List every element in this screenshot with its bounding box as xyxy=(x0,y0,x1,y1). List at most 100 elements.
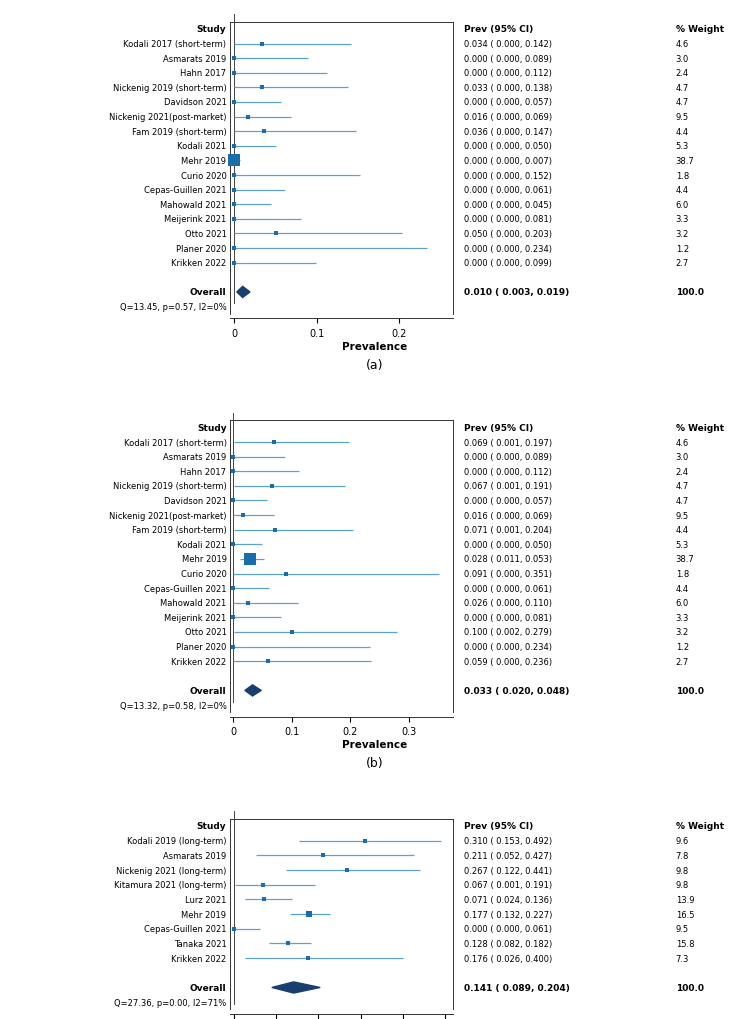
Text: Asmarats 2019: Asmarats 2019 xyxy=(164,55,226,63)
Text: 0.000 ( 0.000, 0.050): 0.000 ( 0.000, 0.050) xyxy=(464,540,552,549)
Text: Nickenig 2021 (long-term): Nickenig 2021 (long-term) xyxy=(116,866,226,874)
Text: 4.4: 4.4 xyxy=(676,526,688,535)
Text: 3.3: 3.3 xyxy=(676,613,689,623)
Text: Overall: Overall xyxy=(190,686,226,695)
Text: 9.5: 9.5 xyxy=(676,924,688,933)
Text: Mahowald 2021: Mahowald 2021 xyxy=(160,598,226,607)
Text: Study: Study xyxy=(196,424,226,432)
Text: Study: Study xyxy=(196,25,226,35)
Text: Fam 2019 (short-term): Fam 2019 (short-term) xyxy=(132,526,226,535)
Text: 6.0: 6.0 xyxy=(676,598,689,607)
Text: 38.7: 38.7 xyxy=(676,157,694,166)
Text: 0.016 ( 0.000, 0.069): 0.016 ( 0.000, 0.069) xyxy=(464,113,552,122)
Text: 0.100 ( 0.002, 0.279): 0.100 ( 0.002, 0.279) xyxy=(464,628,552,637)
Text: 7.8: 7.8 xyxy=(676,851,689,860)
Text: Tanaka 2021: Tanaka 2021 xyxy=(174,938,226,948)
Text: 0.000 ( 0.000, 0.057): 0.000 ( 0.000, 0.057) xyxy=(464,496,552,505)
Text: Otto 2021: Otto 2021 xyxy=(184,229,226,238)
Text: 0.016 ( 0.000, 0.069): 0.016 ( 0.000, 0.069) xyxy=(464,512,552,520)
Text: 0.000 ( 0.000, 0.061): 0.000 ( 0.000, 0.061) xyxy=(464,584,552,593)
Text: Overall: Overall xyxy=(190,288,226,298)
Text: 0.310 ( 0.153, 0.492): 0.310 ( 0.153, 0.492) xyxy=(464,837,552,846)
Text: 0.000 ( 0.000, 0.057): 0.000 ( 0.000, 0.057) xyxy=(464,99,552,107)
Text: 9.6: 9.6 xyxy=(676,837,689,846)
Text: 4.7: 4.7 xyxy=(676,84,689,93)
Text: % Weight: % Weight xyxy=(676,25,724,35)
Text: Davidson 2021: Davidson 2021 xyxy=(164,99,226,107)
Text: Planer 2020: Planer 2020 xyxy=(176,245,226,254)
Text: 1.2: 1.2 xyxy=(676,245,688,254)
Text: 1.8: 1.8 xyxy=(676,570,689,579)
X-axis label: Prevalence: Prevalence xyxy=(342,341,408,352)
Text: 0.069 ( 0.001, 0.197): 0.069 ( 0.001, 0.197) xyxy=(464,438,552,447)
Text: Kitamura 2021 (long-term): Kitamura 2021 (long-term) xyxy=(114,880,226,890)
Text: 16.5: 16.5 xyxy=(676,910,694,919)
Text: Asmarats 2019: Asmarats 2019 xyxy=(164,452,226,462)
Text: 0.000 ( 0.000, 0.089): 0.000 ( 0.000, 0.089) xyxy=(464,452,552,462)
Text: 0.036 ( 0.000, 0.147): 0.036 ( 0.000, 0.147) xyxy=(464,127,552,137)
Text: 3.2: 3.2 xyxy=(676,229,689,238)
Text: Asmarats 2019: Asmarats 2019 xyxy=(164,851,226,860)
Text: Kodali 2017 (short-term): Kodali 2017 (short-term) xyxy=(124,438,226,447)
Text: Nickenig 2021(post-market): Nickenig 2021(post-market) xyxy=(109,512,226,520)
Text: Mehr 2019: Mehr 2019 xyxy=(182,555,226,564)
Text: Prev (95% CI): Prev (95% CI) xyxy=(464,424,533,432)
Text: 4.6: 4.6 xyxy=(676,40,689,49)
Text: 0.000 ( 0.000, 0.234): 0.000 ( 0.000, 0.234) xyxy=(464,642,552,651)
Text: 15.8: 15.8 xyxy=(676,938,694,948)
Text: 0.000 ( 0.000, 0.007): 0.000 ( 0.000, 0.007) xyxy=(464,157,552,166)
X-axis label: Prevalence: Prevalence xyxy=(342,740,408,750)
Text: 0.000 ( 0.000, 0.081): 0.000 ( 0.000, 0.081) xyxy=(464,215,552,224)
Text: 0.067 ( 0.001, 0.191): 0.067 ( 0.001, 0.191) xyxy=(464,482,552,491)
Text: Kodali 2017 (short-term): Kodali 2017 (short-term) xyxy=(124,40,226,49)
Text: 0.091 ( 0.000, 0.351): 0.091 ( 0.000, 0.351) xyxy=(464,570,552,579)
Text: 4.4: 4.4 xyxy=(676,185,688,195)
Text: Cepas-Guillen 2021: Cepas-Guillen 2021 xyxy=(144,185,226,195)
Text: 2.7: 2.7 xyxy=(676,259,689,268)
Text: 3.0: 3.0 xyxy=(676,452,689,462)
Text: Mehr 2019: Mehr 2019 xyxy=(182,157,226,166)
Text: Davidson 2021: Davidson 2021 xyxy=(164,496,226,505)
Text: 0.000 ( 0.000, 0.112): 0.000 ( 0.000, 0.112) xyxy=(464,69,552,78)
Text: 0.000 ( 0.000, 0.061): 0.000 ( 0.000, 0.061) xyxy=(464,185,552,195)
Text: 0.067 ( 0.001, 0.191): 0.067 ( 0.001, 0.191) xyxy=(464,880,552,890)
Text: Krikken 2022: Krikken 2022 xyxy=(171,657,226,666)
Text: 1.8: 1.8 xyxy=(676,171,689,180)
Text: 0.050 ( 0.000, 0.203): 0.050 ( 0.000, 0.203) xyxy=(464,229,552,238)
Text: 0.000 ( 0.000, 0.045): 0.000 ( 0.000, 0.045) xyxy=(464,201,552,210)
Text: 0.000 ( 0.000, 0.089): 0.000 ( 0.000, 0.089) xyxy=(464,55,552,63)
Text: 4.7: 4.7 xyxy=(676,99,689,107)
Text: 0.000 ( 0.000, 0.112): 0.000 ( 0.000, 0.112) xyxy=(464,468,552,476)
Text: 13.9: 13.9 xyxy=(676,895,694,904)
Text: 0.000 ( 0.000, 0.099): 0.000 ( 0.000, 0.099) xyxy=(464,259,552,268)
Text: 0.000 ( 0.000, 0.234): 0.000 ( 0.000, 0.234) xyxy=(464,245,552,254)
Text: 0.033 ( 0.020, 0.048): 0.033 ( 0.020, 0.048) xyxy=(464,686,569,695)
Text: Mahowald 2021: Mahowald 2021 xyxy=(160,201,226,210)
Text: 6.0: 6.0 xyxy=(676,201,689,210)
Text: 1.2: 1.2 xyxy=(676,642,688,651)
Text: 4.7: 4.7 xyxy=(676,496,689,505)
Text: 0.000 ( 0.000, 0.152): 0.000 ( 0.000, 0.152) xyxy=(464,171,552,180)
Text: Curio 2020: Curio 2020 xyxy=(181,570,226,579)
Text: Krikken 2022: Krikken 2022 xyxy=(171,954,226,963)
Text: 0.026 ( 0.000, 0.110): 0.026 ( 0.000, 0.110) xyxy=(464,598,552,607)
Polygon shape xyxy=(237,287,250,299)
Text: 0.000 ( 0.000, 0.050): 0.000 ( 0.000, 0.050) xyxy=(464,143,552,151)
Text: 4.6: 4.6 xyxy=(676,438,689,447)
Text: 0.128 ( 0.082, 0.182): 0.128 ( 0.082, 0.182) xyxy=(464,938,552,948)
Text: 2.4: 2.4 xyxy=(676,69,688,78)
Text: % Weight: % Weight xyxy=(676,821,724,830)
Text: Cepas-Guillen 2021: Cepas-Guillen 2021 xyxy=(144,584,226,593)
Text: 0.059 ( 0.000, 0.236): 0.059 ( 0.000, 0.236) xyxy=(464,657,552,666)
Text: Nickenig 2019 (short-term): Nickenig 2019 (short-term) xyxy=(112,482,226,491)
Text: 0.000 ( 0.000, 0.061): 0.000 ( 0.000, 0.061) xyxy=(464,924,552,933)
Text: 3.0: 3.0 xyxy=(676,55,689,63)
Text: 2.4: 2.4 xyxy=(676,468,688,476)
Text: 2.7: 2.7 xyxy=(676,657,689,666)
Text: 100.0: 100.0 xyxy=(676,983,704,993)
Text: Q=13.32, p=0.58, I2=0%: Q=13.32, p=0.58, I2=0% xyxy=(120,701,226,710)
Text: 100.0: 100.0 xyxy=(676,288,704,298)
Text: 0.211 ( 0.052, 0.427): 0.211 ( 0.052, 0.427) xyxy=(464,851,552,860)
Text: Curio 2020: Curio 2020 xyxy=(181,171,226,180)
Text: 9.8: 9.8 xyxy=(676,880,689,890)
